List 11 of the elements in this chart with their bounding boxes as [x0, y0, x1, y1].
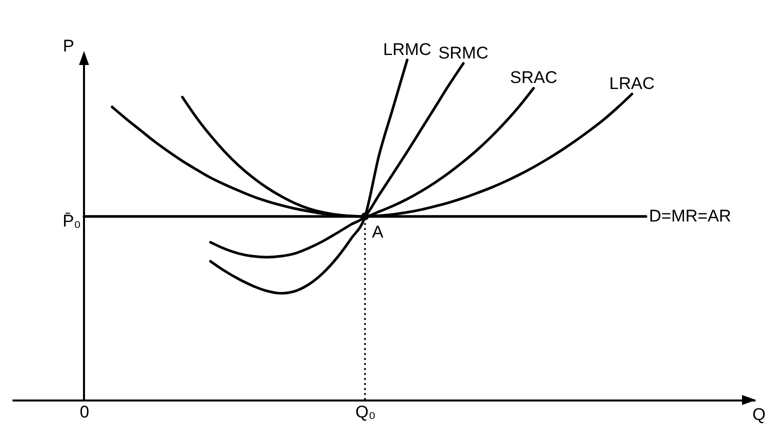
series-label: LRMC [383, 40, 432, 59]
x-tick-label: Q₀ [355, 402, 376, 422]
series-label: D=MR=AR [649, 206, 732, 226]
series-label: LRAC [609, 74, 655, 93]
text: Q [752, 405, 766, 424]
series-label: SRMC [438, 43, 488, 62]
y-axis-title: P [62, 36, 74, 56]
x-tick-label: 0 [80, 402, 90, 422]
series-label: SRAC [510, 68, 558, 88]
annotation: P̄₀ [62, 211, 81, 230]
annotation: A [372, 222, 384, 242]
